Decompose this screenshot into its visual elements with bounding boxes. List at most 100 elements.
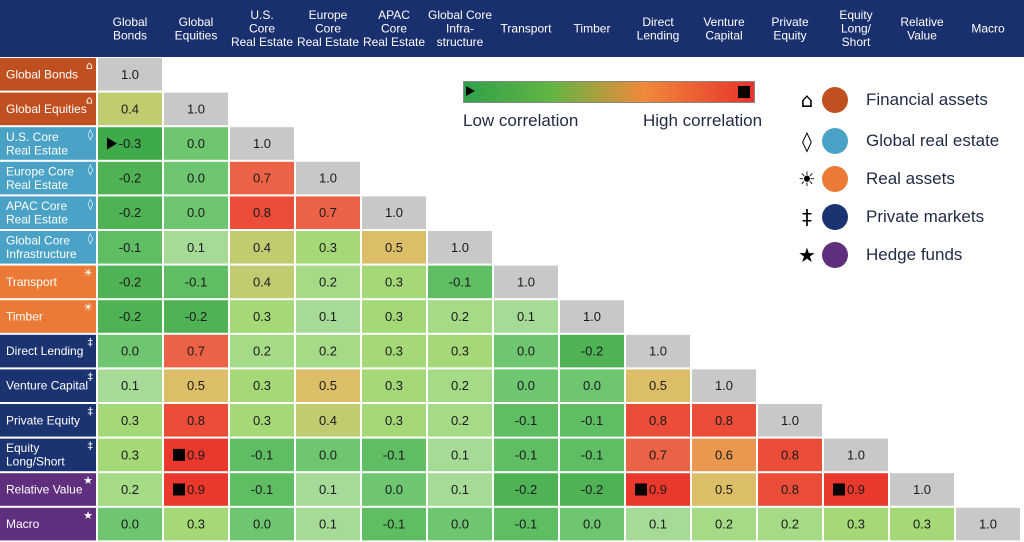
star-icon: ★ (798, 243, 816, 267)
cell-value: 0.0 (583, 517, 601, 532)
diagonal-cell (956, 507, 1020, 541)
diagonal-cell (362, 196, 426, 229)
row-label: Transport (6, 275, 58, 289)
double-dagger-icon: ‡ (802, 205, 812, 229)
correlation-cell (296, 265, 360, 299)
cell-value: 0.4 (319, 413, 337, 428)
correlation-cell (98, 507, 162, 541)
cell-value: -0.1 (251, 447, 273, 462)
correlation-cell (494, 438, 558, 472)
cell-value: -0.2 (185, 309, 207, 324)
cell-value: -0.2 (119, 309, 141, 324)
correlation-cell (230, 300, 294, 333)
cell-value: 0.1 (517, 309, 535, 324)
cell-value: 0.3 (385, 344, 403, 359)
cell-value: 0.8 (781, 447, 799, 462)
correlation-cell (230, 369, 294, 402)
cell-value: 0.2 (451, 309, 469, 324)
row-category-icon: ⌂ (86, 59, 93, 72)
correlation-cell (428, 369, 492, 402)
row-label: Macro (6, 517, 40, 531)
legend-label: Private markets (866, 207, 985, 226)
cell-value: 0.9 (847, 482, 865, 497)
correlation-cell (362, 231, 426, 264)
cell-value: 1.0 (121, 67, 139, 82)
correlation-cell (362, 438, 426, 472)
row-label: Global Bonds (6, 67, 78, 81)
row-label-cell (0, 231, 96, 264)
correlation-cell (362, 404, 426, 437)
diagonal-cell (230, 127, 294, 160)
cell-value: 1.0 (847, 447, 865, 462)
cell-value: 0.3 (913, 517, 931, 532)
cell-value: -0.2 (581, 482, 603, 497)
diagonal-cell (890, 473, 954, 506)
cell-value: 1.0 (451, 240, 469, 255)
cell-value: 0.3 (121, 447, 139, 462)
cell-value: 0.2 (319, 344, 337, 359)
real-estate-dot (822, 128, 848, 154)
correlation-cell (758, 473, 822, 506)
correlation-cell (296, 404, 360, 437)
correlation-cell (560, 507, 624, 541)
row-category-icon: ☀ (83, 301, 93, 314)
cell-value: 0.1 (451, 482, 469, 497)
cell-value: -0.1 (449, 274, 471, 289)
correlation-cell (758, 507, 822, 541)
row-label-cell (0, 438, 96, 472)
cell-value: 0.3 (385, 274, 403, 289)
cell-value: 0.6 (715, 447, 733, 462)
cell-value: -0.2 (119, 205, 141, 220)
legend-label: Financial assets (866, 90, 988, 109)
row-label-cell (0, 300, 96, 333)
stop-marker (173, 483, 185, 496)
real-assets-dot (822, 166, 848, 192)
house-icon: ⌂ (800, 88, 814, 112)
correlation-cell (296, 507, 360, 541)
correlation-cell (98, 196, 162, 229)
play-marker-icon (466, 86, 475, 96)
correlation-cell (296, 473, 360, 506)
row-label: Timber (6, 310, 43, 324)
correlation-cell (560, 369, 624, 402)
cell-value: 0.3 (385, 378, 403, 393)
correlation-cell (230, 334, 294, 368)
cell-value: 1.0 (715, 378, 733, 393)
row-label: U.S. Core Real Estate (6, 130, 68, 158)
cell-value: 0.8 (649, 413, 667, 428)
cell-value: 0.3 (847, 517, 865, 532)
correlation-cell (230, 507, 294, 541)
correlation-cell (296, 334, 360, 368)
stop-marker (833, 483, 845, 496)
cell-value: 0.9 (187, 447, 205, 462)
cell-value: 0.8 (781, 482, 799, 497)
correlation-cell (98, 161, 162, 195)
row-label: Private Equity (6, 413, 80, 427)
cell-value: 0.0 (451, 517, 469, 532)
legend-label: Hedge funds (866, 245, 963, 264)
correlation-cell (362, 473, 426, 506)
cell-value: 0.0 (187, 136, 205, 151)
row-label: Global Equities (6, 102, 87, 116)
correlation-cell (230, 438, 294, 472)
column-header: Europe Core Real Estate (297, 8, 359, 49)
cell-value: 0.2 (715, 517, 733, 532)
correlation-cell (560, 438, 624, 472)
correlation-cell (428, 265, 492, 299)
cell-value: -0.1 (185, 274, 207, 289)
row-label-cell (0, 161, 96, 195)
correlation-cell (98, 404, 162, 437)
correlation-cell (164, 300, 228, 333)
cell-value: 0.5 (715, 482, 733, 497)
correlation-cell (428, 473, 492, 506)
correlation-cell (494, 334, 558, 368)
cell-value: -0.1 (119, 240, 141, 255)
cell-value: 0.0 (121, 344, 139, 359)
cell-value: 0.4 (121, 101, 139, 116)
low-correlation-label: Low correlation (463, 111, 579, 130)
column-header: Equity Long/Short (839, 8, 872, 49)
cell-value: 0.3 (253, 309, 271, 324)
correlation-cell (560, 404, 624, 437)
column-header: Venture Capital (703, 15, 745, 43)
correlation-cell (494, 300, 558, 333)
